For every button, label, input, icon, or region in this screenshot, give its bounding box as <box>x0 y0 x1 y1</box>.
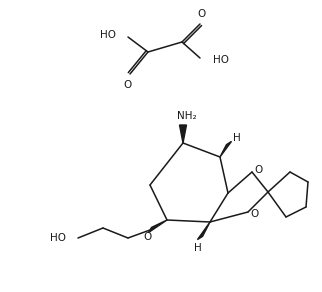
Text: HO: HO <box>213 55 229 65</box>
Text: O: O <box>198 9 206 19</box>
Polygon shape <box>179 125 186 143</box>
Text: NH₂: NH₂ <box>177 111 197 121</box>
Text: O: O <box>251 209 259 219</box>
Polygon shape <box>148 220 167 233</box>
Text: HO: HO <box>50 233 66 243</box>
Text: HO: HO <box>100 30 116 40</box>
Text: H: H <box>194 243 202 253</box>
Polygon shape <box>220 141 232 157</box>
Polygon shape <box>197 222 210 240</box>
Text: H: H <box>233 133 241 143</box>
Text: O: O <box>255 165 263 175</box>
Text: O: O <box>124 80 132 90</box>
Text: O: O <box>144 232 152 242</box>
